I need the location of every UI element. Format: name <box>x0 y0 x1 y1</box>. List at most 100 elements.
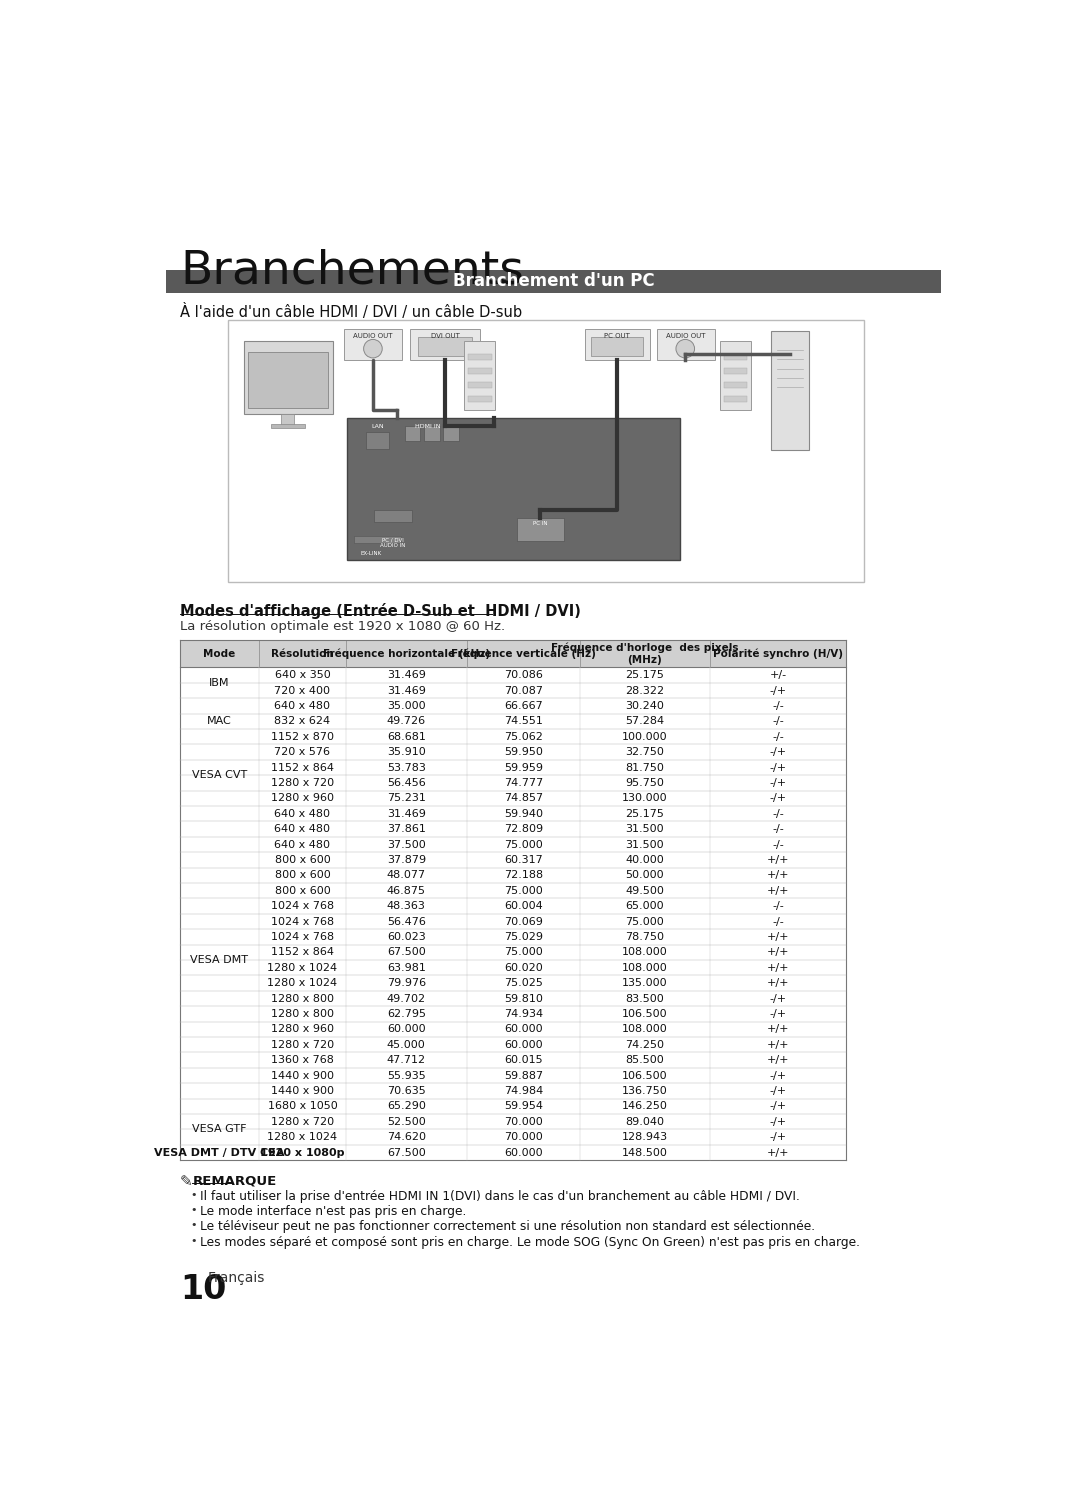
Text: 66.667: 66.667 <box>504 701 542 711</box>
Text: 37.500: 37.500 <box>387 840 426 850</box>
Text: 70.635: 70.635 <box>387 1086 426 1097</box>
Text: 1152 x 870: 1152 x 870 <box>271 732 334 741</box>
Text: +/+: +/+ <box>767 1025 789 1034</box>
Text: Résolution: Résolution <box>271 648 334 659</box>
Text: 108.000: 108.000 <box>622 962 667 973</box>
Text: LAN: LAN <box>372 424 383 429</box>
Text: Fréquence verticale (Hz): Fréquence verticale (Hz) <box>450 648 596 659</box>
Bar <box>354 536 401 544</box>
Text: AUDIO OUT: AUDIO OUT <box>353 333 393 339</box>
Text: 60.317: 60.317 <box>504 855 542 865</box>
Bar <box>469 382 491 388</box>
Text: 106.500: 106.500 <box>622 1071 667 1080</box>
Bar <box>720 341 751 411</box>
Text: -/-: -/- <box>772 901 784 911</box>
Text: 68.681: 68.681 <box>387 732 426 741</box>
Text: 1024 x 768: 1024 x 768 <box>271 901 334 911</box>
Text: 75.029: 75.029 <box>503 932 543 941</box>
Text: 1280 x 1024: 1280 x 1024 <box>268 962 337 973</box>
Text: 72.188: 72.188 <box>503 871 543 880</box>
Bar <box>724 396 747 402</box>
Text: 37.879: 37.879 <box>387 855 426 865</box>
Text: Fréquence d'horloge  des pixels
(MHz): Fréquence d'horloge des pixels (MHz) <box>551 642 739 665</box>
Text: -/+: -/+ <box>770 762 787 772</box>
Text: 1280 x 800: 1280 x 800 <box>271 994 334 1004</box>
Bar <box>770 332 809 450</box>
Bar <box>464 341 496 411</box>
Text: 62.795: 62.795 <box>387 1008 426 1019</box>
Bar <box>166 270 941 293</box>
Text: 31.500: 31.500 <box>625 840 664 850</box>
Bar <box>347 418 679 560</box>
Text: Polarité synchro (H/V): Polarité synchro (H/V) <box>713 648 843 659</box>
Text: 67.500: 67.500 <box>387 1147 426 1158</box>
Text: 100.000: 100.000 <box>622 732 667 741</box>
Text: REMARQUE: REMARQUE <box>192 1174 276 1188</box>
Text: 60.023: 60.023 <box>387 932 426 941</box>
Text: +/+: +/+ <box>767 947 789 958</box>
Bar <box>591 338 644 357</box>
Text: 720 x 400: 720 x 400 <box>274 686 330 696</box>
Text: 59.954: 59.954 <box>503 1101 543 1112</box>
Text: 640 x 480: 640 x 480 <box>274 840 330 850</box>
Text: 56.456: 56.456 <box>387 778 426 787</box>
Text: 70.087: 70.087 <box>503 686 543 696</box>
Text: 31.469: 31.469 <box>387 671 426 680</box>
Text: 128.943: 128.943 <box>622 1132 669 1141</box>
Text: 640 x 480: 640 x 480 <box>274 825 330 834</box>
Text: +/-: +/- <box>770 671 787 680</box>
Text: 800 x 600: 800 x 600 <box>274 886 330 896</box>
Text: AUDIO OUT: AUDIO OUT <box>665 333 705 339</box>
Text: 28.322: 28.322 <box>625 686 664 696</box>
Text: Mode: Mode <box>203 648 235 659</box>
Text: Le mode interface n'est pas pris en charge.: Le mode interface n'est pas pris en char… <box>200 1206 467 1218</box>
Text: 74.984: 74.984 <box>503 1086 543 1097</box>
Text: •: • <box>191 1206 198 1215</box>
Text: 70.000: 70.000 <box>504 1116 542 1126</box>
Text: PC IN: PC IN <box>534 521 548 526</box>
Text: 45.000: 45.000 <box>387 1040 426 1050</box>
Text: +/+: +/+ <box>767 855 789 865</box>
Text: -/+: -/+ <box>770 747 787 757</box>
Text: 832 x 624: 832 x 624 <box>274 716 330 726</box>
Text: 75.000: 75.000 <box>625 916 664 926</box>
Text: HDMI IN: HDMI IN <box>415 424 441 429</box>
Text: 59.810: 59.810 <box>504 994 543 1004</box>
Text: 800 x 600: 800 x 600 <box>274 871 330 880</box>
Text: Fréquence horizontale (kHz): Fréquence horizontale (kHz) <box>323 648 490 659</box>
Text: 46.875: 46.875 <box>387 886 426 896</box>
Text: 57.284: 57.284 <box>625 716 664 726</box>
Text: 146.250: 146.250 <box>622 1101 667 1112</box>
Bar <box>724 354 747 360</box>
Bar <box>469 354 491 360</box>
Text: 49.726: 49.726 <box>387 716 426 726</box>
Text: 106.500: 106.500 <box>622 1008 667 1019</box>
Text: VESA GTF: VESA GTF <box>192 1125 246 1134</box>
Text: 75.231: 75.231 <box>387 793 426 804</box>
Text: 70.069: 70.069 <box>504 916 543 926</box>
Text: 1280 x 720: 1280 x 720 <box>271 1040 334 1050</box>
Text: 78.750: 78.750 <box>625 932 664 941</box>
Text: À l'aide d'un câble HDMI / DVI / un câble D-sub: À l'aide d'un câble HDMI / DVI / un câbl… <box>180 303 522 320</box>
Bar <box>724 368 747 374</box>
Text: +/+: +/+ <box>767 886 789 896</box>
Text: 136.750: 136.750 <box>622 1086 667 1097</box>
Text: -/-: -/- <box>772 916 784 926</box>
Text: 75.025: 75.025 <box>504 979 543 988</box>
Text: -/+: -/+ <box>770 793 787 804</box>
Text: 25.175: 25.175 <box>625 808 664 819</box>
Text: EX-LINK: EX-LINK <box>361 551 381 556</box>
Bar <box>424 426 440 441</box>
Text: +/+: +/+ <box>767 979 789 988</box>
Text: DVI OUT: DVI OUT <box>431 333 459 339</box>
Text: 60.020: 60.020 <box>504 962 542 973</box>
Text: 85.500: 85.500 <box>625 1055 664 1065</box>
Circle shape <box>364 339 382 359</box>
Text: 53.783: 53.783 <box>387 762 426 772</box>
Text: +/+: +/+ <box>767 962 789 973</box>
Text: 40.000: 40.000 <box>625 855 664 865</box>
Bar <box>374 509 413 521</box>
Text: PC / DVI
AUDIO IN: PC / DVI AUDIO IN <box>380 538 406 548</box>
Text: 640 x 480: 640 x 480 <box>274 701 330 711</box>
Text: 108.000: 108.000 <box>622 947 667 958</box>
